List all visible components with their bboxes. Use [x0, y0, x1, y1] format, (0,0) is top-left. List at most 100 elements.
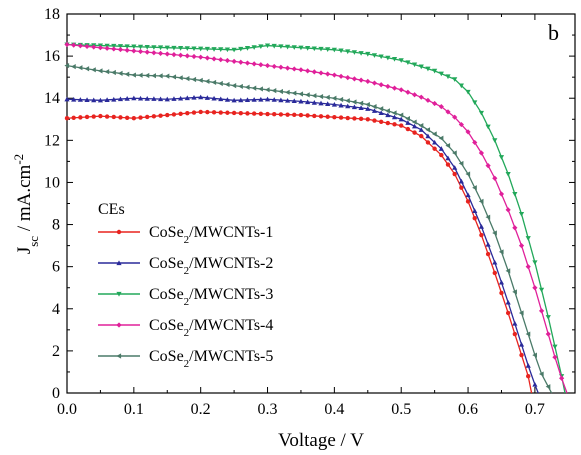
data-point [318, 114, 324, 119]
series-5 [64, 62, 553, 394]
legend-entry-1: CoSe2/MWCNTs-1 [98, 224, 273, 246]
data-point [365, 51, 371, 57]
data-point [472, 139, 478, 146]
data-point [458, 160, 464, 167]
data-point [151, 114, 157, 119]
data-point [118, 115, 123, 120]
y-tick-label: 2 [52, 343, 60, 360]
data-point [445, 109, 451, 115]
data-point [472, 185, 477, 191]
data-point [371, 108, 378, 113]
data-point [78, 115, 83, 120]
data-point [498, 279, 505, 285]
data-point [438, 71, 444, 77]
data-point [124, 44, 130, 50]
data-point [198, 77, 203, 83]
data-point [231, 110, 237, 116]
legend-label-sub: 2 [184, 265, 190, 277]
legend-label-post: /MWCNTs-4 [189, 317, 273, 334]
data-point [111, 43, 117, 49]
data-point [405, 115, 410, 122]
data-point [291, 45, 297, 50]
data-point [131, 72, 136, 78]
data-point [291, 90, 297, 96]
data-point [311, 100, 317, 105]
data-point [151, 45, 157, 50]
series-layer [64, 41, 568, 394]
data-point [258, 44, 264, 50]
data-point [432, 139, 438, 145]
data-point [391, 114, 398, 120]
data-point [425, 133, 431, 139]
y-tick-label: 10 [44, 174, 60, 191]
data-point [157, 96, 164, 102]
data-point [331, 72, 337, 78]
data-point [538, 287, 545, 293]
data-point [278, 44, 284, 50]
data-point [358, 105, 364, 110]
data-point [137, 95, 144, 101]
data-point [445, 142, 451, 149]
data-point [84, 114, 90, 120]
legend-label: CoSe2/MWCNTs-4 [149, 317, 273, 339]
series-line [66, 43, 568, 394]
data-point [518, 310, 524, 316]
data-point [144, 96, 150, 101]
data-point [131, 44, 137, 50]
data-point [151, 50, 157, 56]
data-point [432, 100, 438, 107]
data-point [84, 43, 90, 50]
data-point [371, 53, 378, 58]
data-point [465, 192, 471, 198]
data-point [325, 71, 331, 77]
data-point [378, 110, 384, 116]
data-point [77, 43, 83, 49]
data-point [425, 140, 431, 145]
data-point [351, 104, 358, 110]
data-point [171, 112, 177, 117]
data-point [512, 331, 518, 337]
data-point [532, 381, 538, 387]
data-point [525, 331, 531, 337]
data-point [238, 110, 243, 116]
x-tick-label: 0.6 [458, 401, 478, 418]
data-point [171, 45, 177, 51]
y-axis-label: Jsc / mA.cm-2 [11, 154, 41, 254]
data-point [338, 73, 344, 79]
data-point [345, 74, 351, 81]
data-point [505, 207, 511, 213]
data-point [485, 163, 491, 169]
data-point [198, 94, 204, 100]
data-point [144, 44, 150, 50]
data-point [97, 97, 104, 103]
data-point [452, 77, 458, 82]
legend-label: CoSe2/MWCNTs-1 [149, 224, 273, 246]
data-point [311, 69, 317, 75]
data-point [518, 341, 525, 347]
data-point [485, 241, 491, 247]
data-point [171, 52, 177, 58]
data-point [465, 199, 471, 204]
data-point [365, 78, 371, 84]
data-point [184, 53, 190, 59]
y-tick-label: 14 [44, 90, 60, 107]
data-point [251, 111, 257, 116]
x-tick-label: 0.0 [57, 401, 77, 418]
data-point [312, 113, 317, 119]
data-point [438, 146, 444, 151]
data-point [198, 109, 203, 115]
data-point [351, 50, 358, 55]
data-point [452, 165, 458, 170]
data-point [505, 299, 511, 305]
data-point [258, 96, 264, 102]
y-tick-label: 12 [44, 132, 60, 149]
data-point [472, 208, 478, 213]
data-point [211, 56, 217, 62]
data-point [505, 268, 511, 274]
data-point [104, 97, 110, 102]
data-point [318, 70, 324, 76]
data-point [365, 101, 370, 108]
legend-entry-3: CoSe2/MWCNTs-3 [98, 286, 273, 308]
data-point [97, 68, 103, 74]
